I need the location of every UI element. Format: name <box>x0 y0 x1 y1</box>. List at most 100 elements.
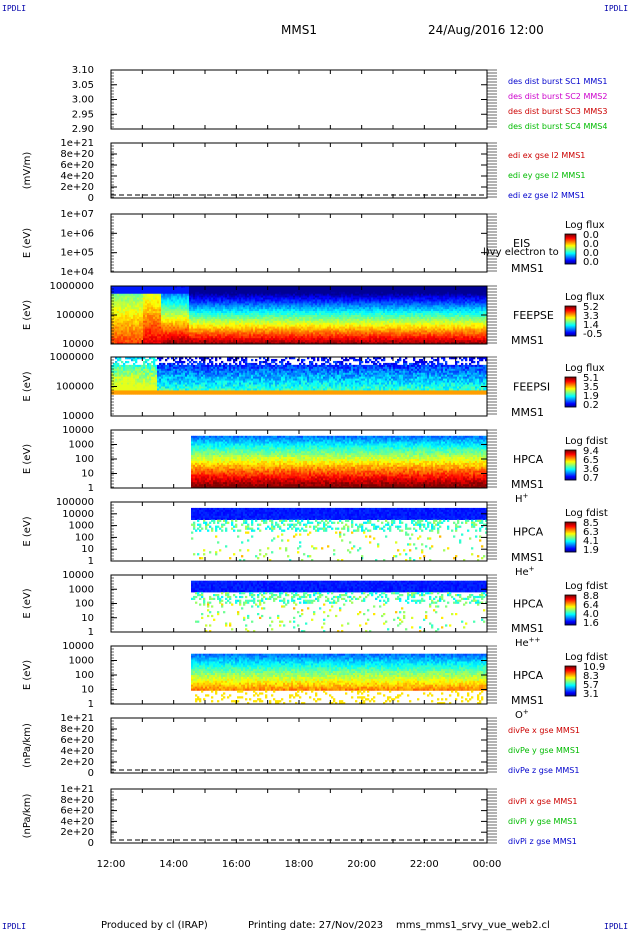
spectrogram-cell <box>365 342 368 345</box>
spectrogram-cell <box>121 342 124 345</box>
spectrogram-cell <box>133 324 136 327</box>
spectrogram-cell <box>243 330 246 333</box>
spectrogram-cell <box>173 332 176 335</box>
spectrogram-cell <box>187 295 190 298</box>
spectrogram-cell <box>421 309 424 312</box>
colorbar-title: Log flux <box>565 220 605 231</box>
spectrogram-cell <box>295 322 298 325</box>
spectrogram-cell <box>245 316 248 320</box>
spectrogram-cell <box>157 330 160 333</box>
spectrogram-cell <box>137 299 140 302</box>
spectrogram-cell <box>143 287 146 291</box>
spectrogram-cell <box>239 340 242 343</box>
spectrogram-cell <box>209 311 212 314</box>
spectrogram-cell <box>167 303 170 306</box>
spectrogram-cell <box>155 328 158 331</box>
spectrogram-cell <box>265 320 268 324</box>
spectrogram-cell <box>339 313 342 316</box>
spectrogram-cell <box>349 342 352 345</box>
spectrogram-cell <box>187 330 190 333</box>
spectrogram-cell <box>353 293 356 296</box>
spectrogram-cell <box>285 297 288 300</box>
spectrogram-cell <box>399 307 402 310</box>
spectrogram-cell <box>371 322 374 325</box>
spectrogram-cell <box>211 313 214 316</box>
spectrogram-cell <box>277 332 280 335</box>
spectrogram-cell <box>263 318 266 322</box>
spectrogram-cell <box>303 316 306 320</box>
spectrogram-cell <box>271 330 274 333</box>
spectrogram-cell <box>383 313 386 316</box>
spectrogram-cell <box>151 326 154 329</box>
spectrogram-cell <box>327 338 330 341</box>
spectrogram-cell <box>193 295 196 298</box>
spectrogram-cell <box>259 307 262 310</box>
spectrogram-cell <box>219 338 222 341</box>
spectrogram-cell <box>137 287 140 291</box>
spectrogram-cell <box>299 328 302 331</box>
spectrogram-cell <box>323 299 326 302</box>
spectrogram-cell <box>285 309 288 312</box>
spectrogram-cell <box>355 301 358 304</box>
spectrogram-cell <box>293 318 296 322</box>
spectrogram-cell <box>281 311 284 314</box>
spectrogram-cell <box>399 328 402 331</box>
spectrogram-cell <box>159 334 162 337</box>
spectrogram-cell <box>195 320 198 324</box>
spectrogram-cell <box>251 315 254 318</box>
spectrogram-cell <box>225 291 228 295</box>
spectrogram-cell <box>309 328 312 331</box>
spectrogram-cell <box>209 313 212 316</box>
spectrogram-cell <box>259 332 262 335</box>
spectrogram-cell <box>117 340 120 343</box>
spectrogram-cell <box>165 336 168 339</box>
spectrogram-cell <box>319 286 322 289</box>
spectrogram-cell <box>135 316 138 320</box>
spectrogram-cell <box>165 286 168 289</box>
spectrogram-cell <box>199 334 202 337</box>
spectrogram-cell <box>321 315 324 318</box>
spectrogram-cell <box>293 322 296 325</box>
spectrogram-cell <box>367 307 370 310</box>
spectrogram-cell <box>251 309 254 312</box>
spectrogram-cell <box>187 307 190 310</box>
spectrogram-cell <box>185 338 188 341</box>
spectrogram-cell <box>329 295 332 298</box>
spectrogram-cell <box>291 338 294 341</box>
spectrogram-cell <box>361 301 364 304</box>
spectrogram-cell <box>129 342 132 345</box>
spectrogram-cell <box>185 326 188 329</box>
spectrogram-cell <box>379 289 382 293</box>
spectrogram-cell <box>361 338 364 341</box>
spectrogram-cell <box>241 340 244 343</box>
spectrogram-cell <box>251 328 254 331</box>
spectrogram-cell <box>145 313 148 316</box>
spectrogram-cell <box>243 301 246 304</box>
spectrogram-cell <box>367 293 370 296</box>
spectrogram-cell <box>323 316 326 320</box>
spectrogram-cell <box>333 293 336 296</box>
spectrogram-cell <box>293 301 296 304</box>
spectrogram-cell <box>415 303 418 306</box>
spectrogram-cell <box>137 289 140 293</box>
spectrogram-cell <box>289 291 292 295</box>
spectrogram-cell <box>177 342 180 345</box>
spectrogram-cell <box>403 322 406 325</box>
spectrogram-cell <box>203 336 206 339</box>
spectrogram-cell <box>275 289 278 293</box>
spectrogram-cell <box>401 342 404 345</box>
spectrogram-cell <box>293 332 296 335</box>
spectrogram-cell <box>143 336 146 339</box>
spectrogram-cell <box>197 340 200 343</box>
spectrogram-cell <box>135 299 138 302</box>
spectrogram-cell <box>395 286 398 289</box>
spectrogram-cell <box>355 297 358 300</box>
spectrogram-cell <box>243 313 246 316</box>
spectrogram-cell <box>375 316 378 320</box>
spectrogram-cell <box>405 324 408 327</box>
spectrogram-cell <box>389 338 392 341</box>
spectrogram-cell <box>345 287 348 291</box>
spectrogram-cell <box>419 334 422 337</box>
spectrogram-cell <box>217 311 220 314</box>
spectrogram-cell <box>267 330 270 333</box>
